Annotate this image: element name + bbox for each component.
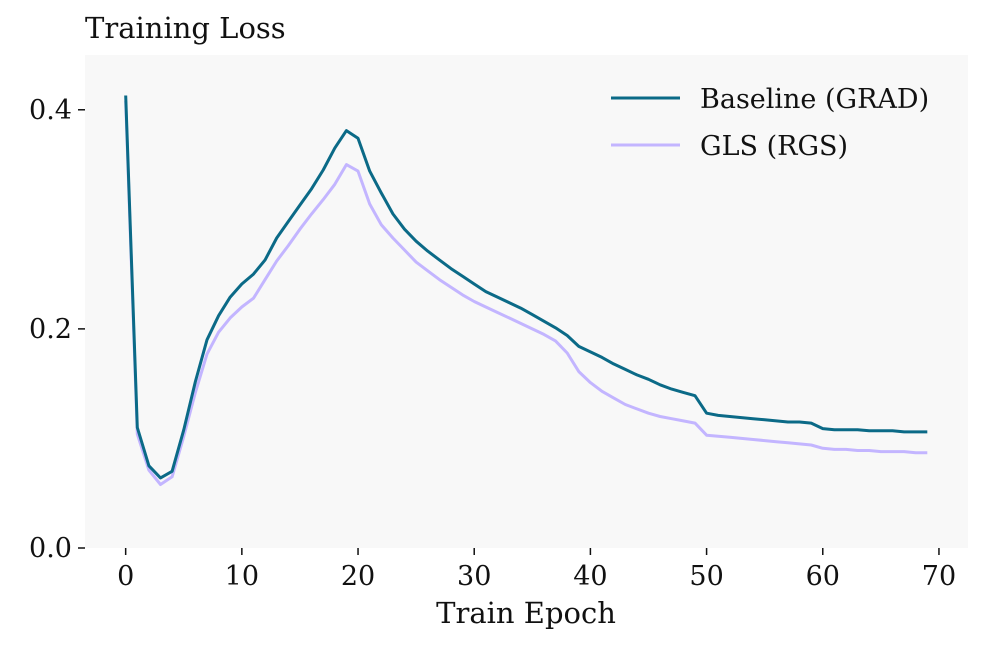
y-tick-label: 0.4 [29, 95, 72, 126]
x-tick-label: 60 [806, 561, 840, 592]
y-tick-label: 0.0 [29, 533, 72, 564]
x-axis-label: Train Epoch [436, 596, 616, 630]
legend-item-gls: GLS (RGS) [611, 131, 848, 162]
x-tick-label: 70 [922, 561, 956, 592]
chart-title: Training Loss [85, 11, 286, 45]
x-tick-label: 30 [457, 561, 491, 592]
x-tick-label: 20 [341, 561, 375, 592]
x-tick-label: 0 [117, 561, 134, 592]
x-tick-label: 10 [225, 561, 259, 592]
legend-label-baseline: Baseline (GRAD) [700, 84, 929, 115]
x-axis-ticks: 0 10 20 30 40 50 60 70 [117, 548, 956, 592]
legend-item-baseline: Baseline (GRAD) [611, 84, 929, 115]
x-tick-label: 40 [573, 561, 607, 592]
legend-label-gls: GLS (RGS) [700, 131, 848, 162]
y-axis-ticks: 0.0 0.2 0.4 [29, 95, 85, 564]
series-line-0 [124, 95, 928, 480]
series-layer [124, 95, 928, 486]
x-tick-label: 50 [689, 561, 723, 592]
y-tick-label: 0.2 [29, 314, 72, 345]
plot-area [85, 55, 968, 548]
legend: Baseline (GRAD) GLS (RGS) [611, 84, 929, 162]
series-line-1 [124, 100, 928, 486]
